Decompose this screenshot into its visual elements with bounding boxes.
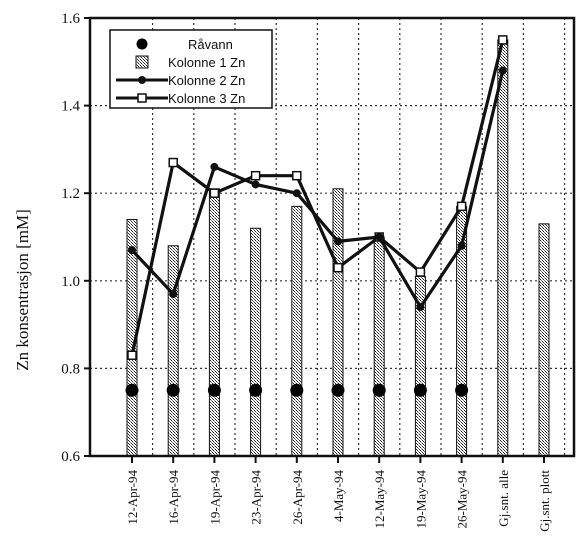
bar-kolonne1-4 <box>291 205 303 457</box>
point-kolonne2-1 <box>169 289 178 298</box>
point-kolonne2-4 <box>292 189 301 198</box>
bar-kolonne1-9 <box>497 39 509 457</box>
point-series <box>125 383 469 397</box>
point-ravann-6 <box>372 383 386 397</box>
line-kolonne2 <box>130 70 505 309</box>
point-ravann-2 <box>207 383 221 397</box>
x-tick-label-9: Gj.snt. alle <box>496 470 511 527</box>
point-kolonne2-9 <box>498 66 507 75</box>
x-tick-label-5: 4-May-94 <box>331 470 346 522</box>
legend-label-2: Kolonne 2 Zn <box>168 73 245 88</box>
y-tick-label-4: 1.4 <box>61 99 80 115</box>
bar-kolonne1-5 <box>332 188 344 457</box>
legend: Råvann Kolonne 1 Zn Kolonne 2 Zn Kolonne 3 … <box>109 29 273 109</box>
y-tick-label-0: 0.6 <box>61 449 80 465</box>
bar-kolonne1-2 <box>208 188 220 457</box>
point-kolonne3-4 <box>292 170 302 181</box>
line-series <box>127 35 508 361</box>
x-tick-label-1: 16-Apr-94 <box>166 470 181 525</box>
point-kolonne3-9 <box>498 35 508 45</box>
point-kolonne3-0 <box>127 350 137 361</box>
x-tick-label-2: 19-Apr-94 <box>207 470 222 525</box>
point-kolonne3-5 <box>333 262 343 273</box>
point-kolonne3-8 <box>456 201 467 212</box>
y-tick-label-1: 0.8 <box>61 361 80 377</box>
point-kolonne2-0 <box>128 246 136 255</box>
x-tick-label-8: 26-May-94 <box>455 470 470 529</box>
y-tick-label-5: 1.6 <box>61 11 80 27</box>
point-kolonne2-2 <box>210 162 219 171</box>
x-tick-label-4: 26-Apr-94 <box>290 470 305 525</box>
x-tick-label-7: 19-May-94 <box>413 470 428 529</box>
point-kolonne3-7 <box>415 267 426 277</box>
axes: 0.6 0.8 1.0 1.2 1.4 1.6 12-Apr-94 16-Apr-94 19-A… <box>61 11 576 532</box>
point-kolonne3-3 <box>250 170 261 181</box>
x-tick-label-0: 12-Apr-94 <box>125 470 140 525</box>
point-kolonne3-2 <box>209 188 220 198</box>
y-axis-title: Zn konsentrasjon [mM] <box>13 209 32 370</box>
point-ravann-4 <box>290 383 304 397</box>
bar-kolonne1-3 <box>250 227 262 457</box>
point-kolonne2-8 <box>457 241 466 250</box>
point-ravann-0 <box>125 383 139 397</box>
legend-symbol-kolonne1 <box>135 55 149 69</box>
point-ravann-1 <box>166 383 180 397</box>
x-tick-label-3: 23-Apr-94 <box>249 470 264 525</box>
bar-kolonne1-1 <box>167 245 179 457</box>
plot-frame <box>88 16 576 458</box>
x-tick-label-10: Gj.snt. plott <box>537 470 552 532</box>
point-kolonne2-7 <box>416 303 425 312</box>
point-kolonne2-5 <box>334 237 342 246</box>
legend-label-1: Kolonne 1 Zn <box>168 55 245 70</box>
point-kolonne2-3 <box>251 180 260 189</box>
legend-symbol-kolonne2 <box>138 76 146 84</box>
point-ravann-5 <box>331 383 345 397</box>
legend-label-0: Råvann <box>188 37 233 52</box>
point-ravann-8 <box>455 383 469 397</box>
point-kolonne2-6 <box>375 233 384 241</box>
legend-label-3: Kolonne 3 Zn <box>168 91 245 106</box>
bar-kolonne1-10 <box>538 223 550 457</box>
legend-symbol-ravann <box>136 38 148 50</box>
y-tick-label-2: 1.0 <box>61 274 80 290</box>
line-kolonne3 <box>130 39 505 356</box>
x-tick-label-6: 12-May-94 <box>372 470 387 529</box>
y-tick-label-3: 1.2 <box>61 186 80 202</box>
point-kolonne3-1 <box>168 157 178 168</box>
point-ravann-7 <box>413 383 427 397</box>
bar-kolonne1-6 <box>373 236 385 457</box>
legend-symbol-kolonne3 <box>137 93 147 103</box>
point-ravann-3 <box>249 383 263 397</box>
